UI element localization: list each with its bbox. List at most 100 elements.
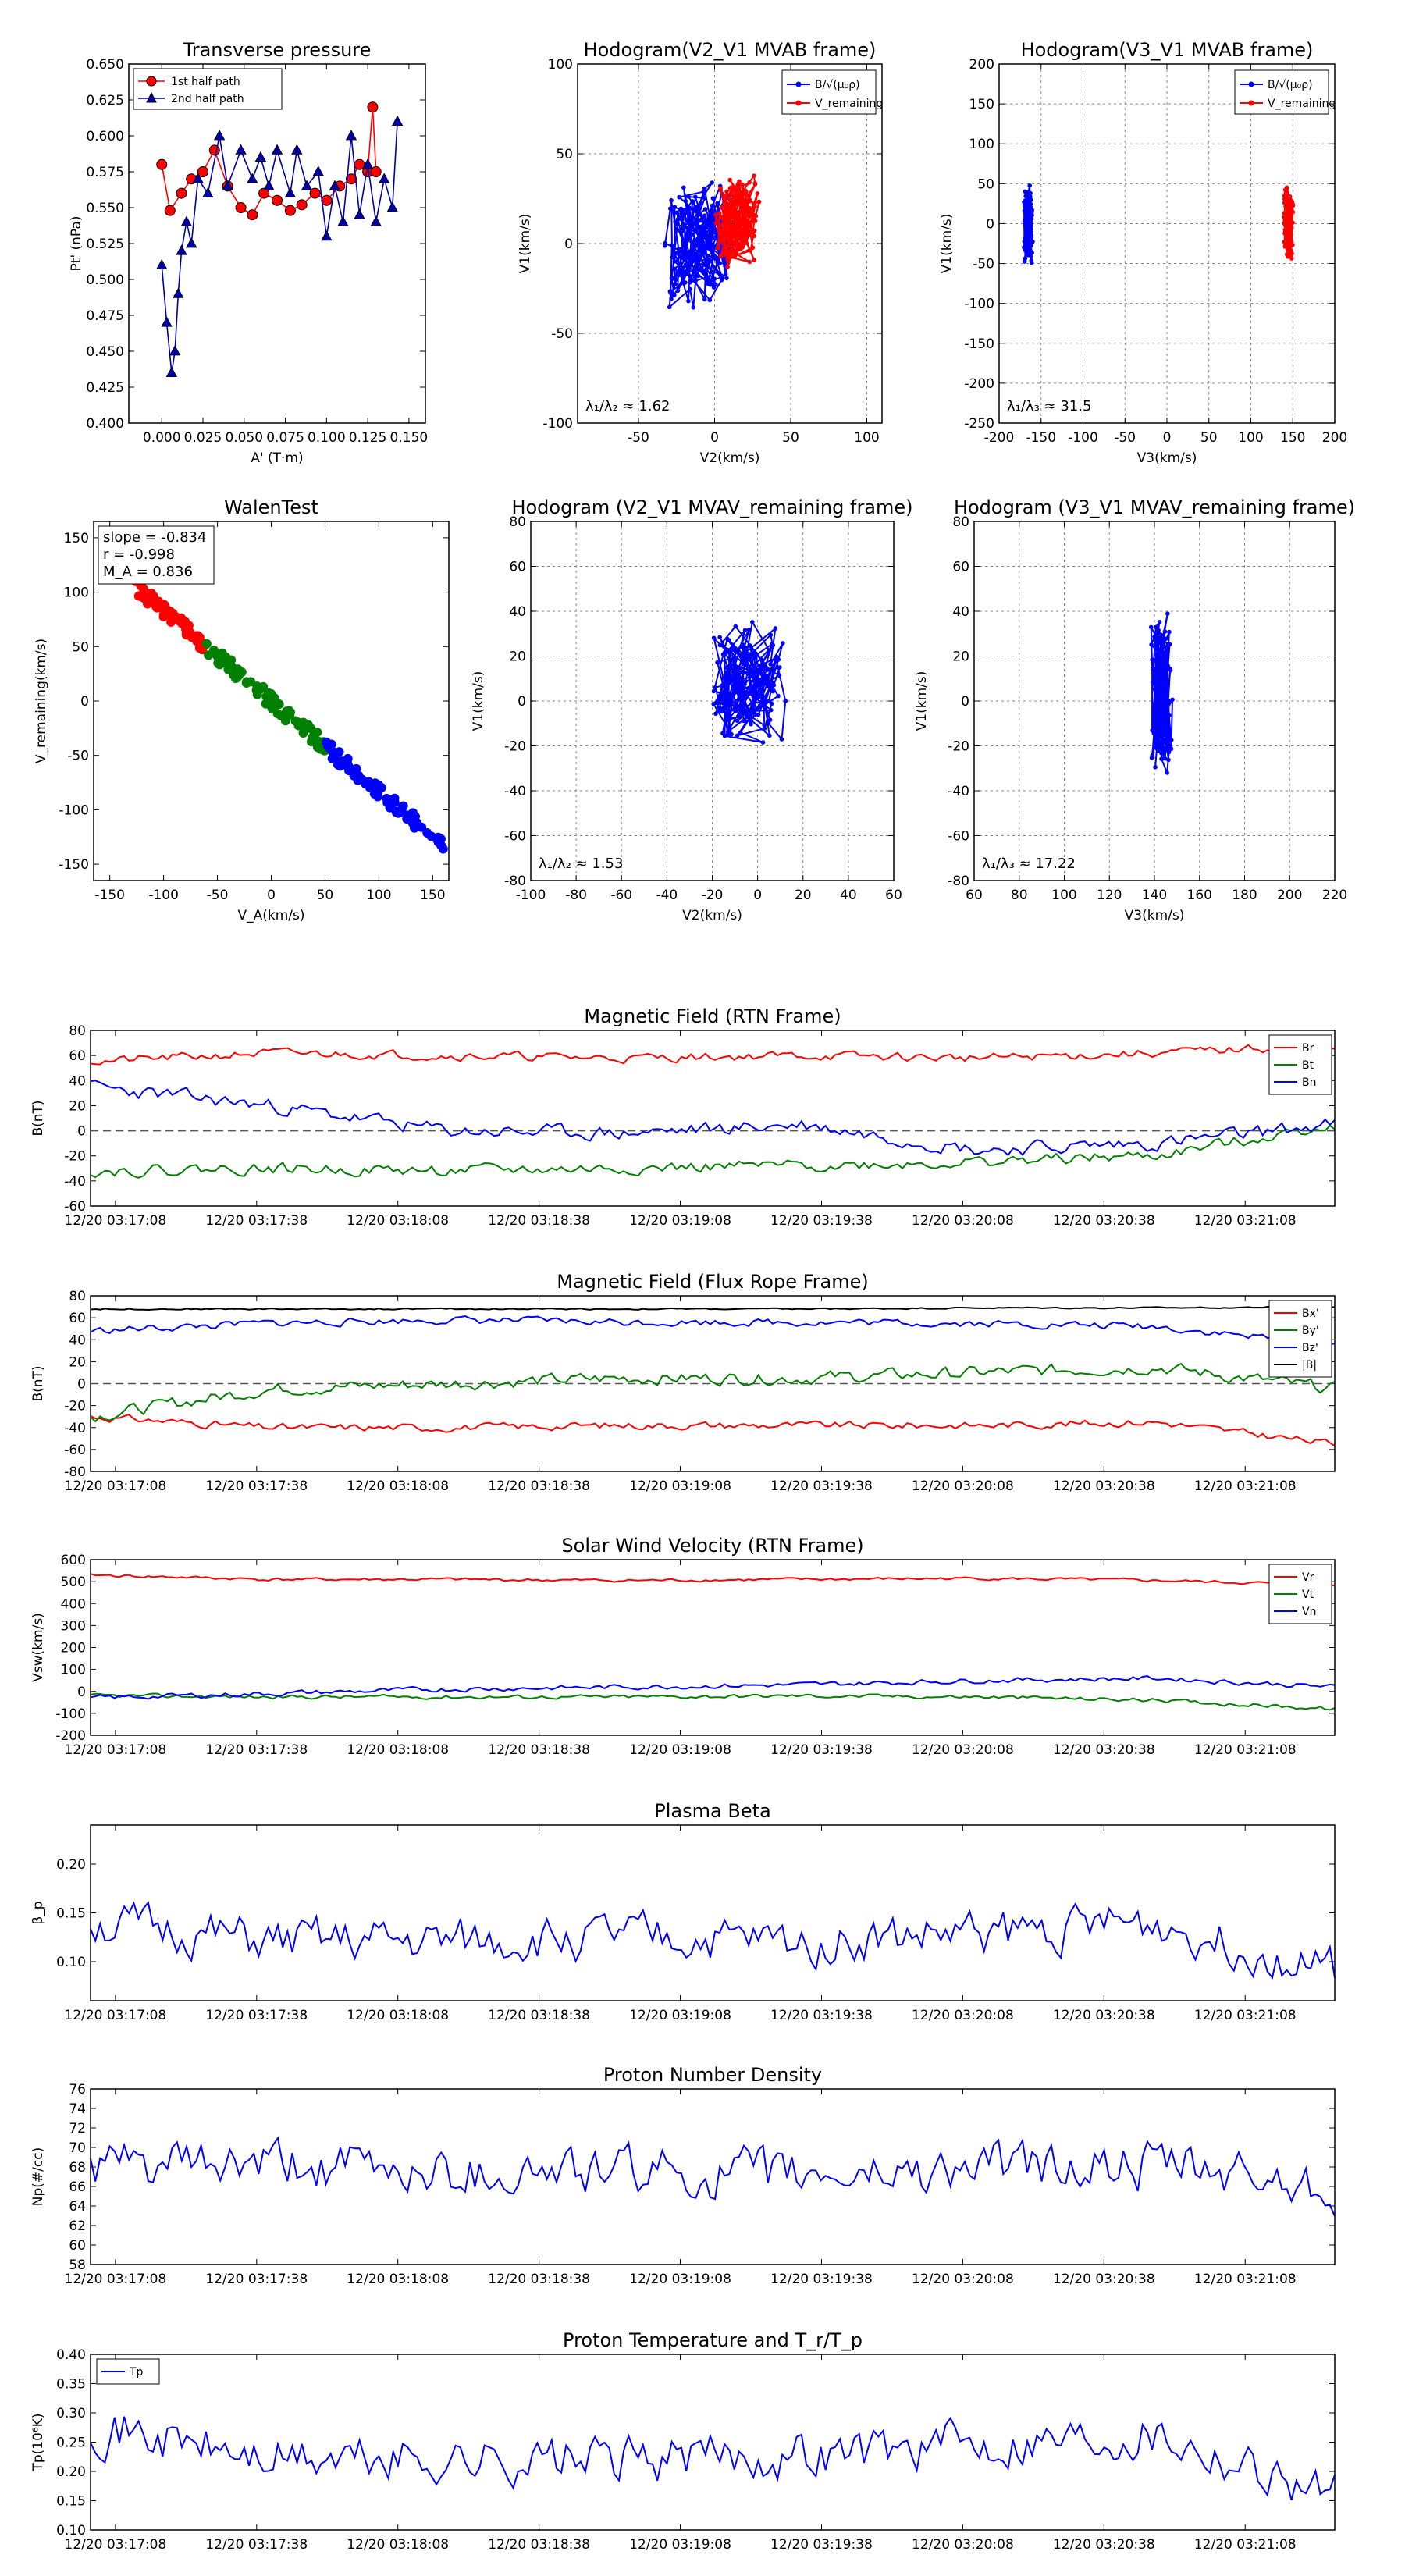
series-line-Np	[90, 2136, 1336, 2217]
y-tick-label: 200	[61, 1641, 86, 1656]
x-tick-label: -100	[1068, 430, 1098, 446]
time-tick-label: 12/20 03:19:08	[629, 1213, 731, 1229]
data-point	[1286, 211, 1291, 216]
data-point	[1166, 757, 1171, 763]
data-point	[742, 628, 748, 633]
y-tick-label: 0.650	[86, 57, 124, 73]
y-tick-label: 0.40	[56, 2347, 86, 2363]
data-point	[1023, 197, 1028, 203]
time-tick-label: 12/20 03:19:38	[770, 1742, 873, 1758]
data-point	[698, 211, 703, 216]
legend-label: Vn	[1302, 1606, 1316, 1618]
data-point	[751, 688, 756, 694]
data-point	[724, 276, 729, 281]
legend-label: V_remaining	[1268, 98, 1336, 110]
data-point	[667, 206, 673, 211]
y-tick-label: -100	[964, 297, 994, 312]
data-point	[737, 696, 742, 702]
data-point	[237, 667, 247, 677]
data-point	[721, 256, 727, 261]
data-point	[731, 199, 737, 204]
data-point	[737, 692, 742, 696]
data-point	[745, 219, 750, 224]
data-point	[727, 648, 732, 653]
data-point	[1162, 756, 1168, 761]
y-tick-label: 62	[69, 2218, 86, 2234]
data-point	[738, 730, 743, 735]
data-point	[732, 242, 738, 247]
data-point	[746, 713, 752, 718]
data-point	[724, 671, 729, 675]
data-point	[777, 673, 782, 678]
y-tick-label: -100	[542, 416, 573, 432]
data-point	[693, 205, 699, 210]
y-tick-label: -100	[59, 802, 89, 818]
time-tick-label: 12/20 03:19:08	[629, 2272, 731, 2287]
data-point	[272, 709, 283, 719]
y-tick-label: 60	[509, 560, 526, 575]
data-point	[718, 254, 724, 259]
panel-hodo3: Hodogram (V2_V1 MVAV_remaining frame) -80…	[471, 496, 913, 923]
y-tick-label: 100	[64, 585, 89, 601]
time-tick-label: 12/20 03:19:08	[629, 2537, 731, 2553]
y-axis-label: V1(km/s)	[939, 214, 955, 274]
data-point	[745, 670, 750, 674]
data-point	[1170, 697, 1175, 703]
data-point	[751, 201, 756, 207]
chart-title: WalenTest	[224, 496, 318, 518]
x-tick-label: 140	[1142, 888, 1167, 903]
data-point	[683, 280, 688, 285]
data-point	[690, 245, 695, 250]
series-line-Br	[90, 1042, 1335, 1066]
data-point	[1287, 219, 1293, 224]
data-point	[724, 234, 728, 240]
data-point	[717, 642, 723, 648]
data-point	[325, 742, 335, 753]
data-point	[725, 257, 731, 262]
x-tick-label: 50	[782, 430, 799, 446]
data-point	[1286, 242, 1292, 247]
data-point	[1155, 710, 1160, 715]
data-point	[186, 237, 197, 248]
data-point	[749, 721, 753, 727]
data-point	[247, 209, 258, 221]
time-tick-label: 12/20 03:19:38	[770, 2272, 873, 2287]
data-point	[710, 180, 714, 185]
data-point	[1159, 665, 1165, 671]
data-point	[710, 244, 715, 248]
data-point	[1154, 704, 1159, 709]
data-point	[727, 177, 733, 183]
y-tick-label: -40	[504, 784, 526, 799]
series-line-|B|	[90, 1305, 1336, 1311]
data-point	[1158, 682, 1163, 687]
x-tick-label: -100	[148, 888, 179, 903]
data-point	[692, 208, 696, 213]
x-tick-label: 0.100	[308, 430, 346, 446]
y-tick-label: 20	[509, 649, 526, 665]
data-point	[734, 190, 739, 194]
data-point	[202, 187, 214, 198]
data-point	[737, 231, 742, 237]
data-point	[708, 282, 713, 287]
data-point	[1150, 667, 1155, 672]
x-axis-label: V_A(km/s)	[237, 908, 304, 923]
data-point	[1163, 645, 1168, 649]
y-tick-label: 0	[80, 694, 89, 710]
data-point	[717, 635, 722, 640]
data-point	[717, 693, 722, 699]
data-point	[309, 187, 321, 199]
data-point	[1286, 236, 1291, 241]
data-point	[343, 760, 353, 770]
data-point	[742, 718, 746, 724]
legend	[781, 69, 877, 115]
y-tick-label: 50	[556, 147, 573, 162]
data-point	[688, 286, 692, 292]
data-point	[746, 194, 752, 198]
data-point	[767, 648, 772, 653]
y-tick-label: 100	[61, 1663, 86, 1678]
data-point	[756, 695, 761, 700]
data-point	[251, 685, 261, 696]
data-point	[293, 717, 304, 728]
data-point	[433, 837, 443, 847]
series-line-β	[90, 1901, 1336, 1980]
